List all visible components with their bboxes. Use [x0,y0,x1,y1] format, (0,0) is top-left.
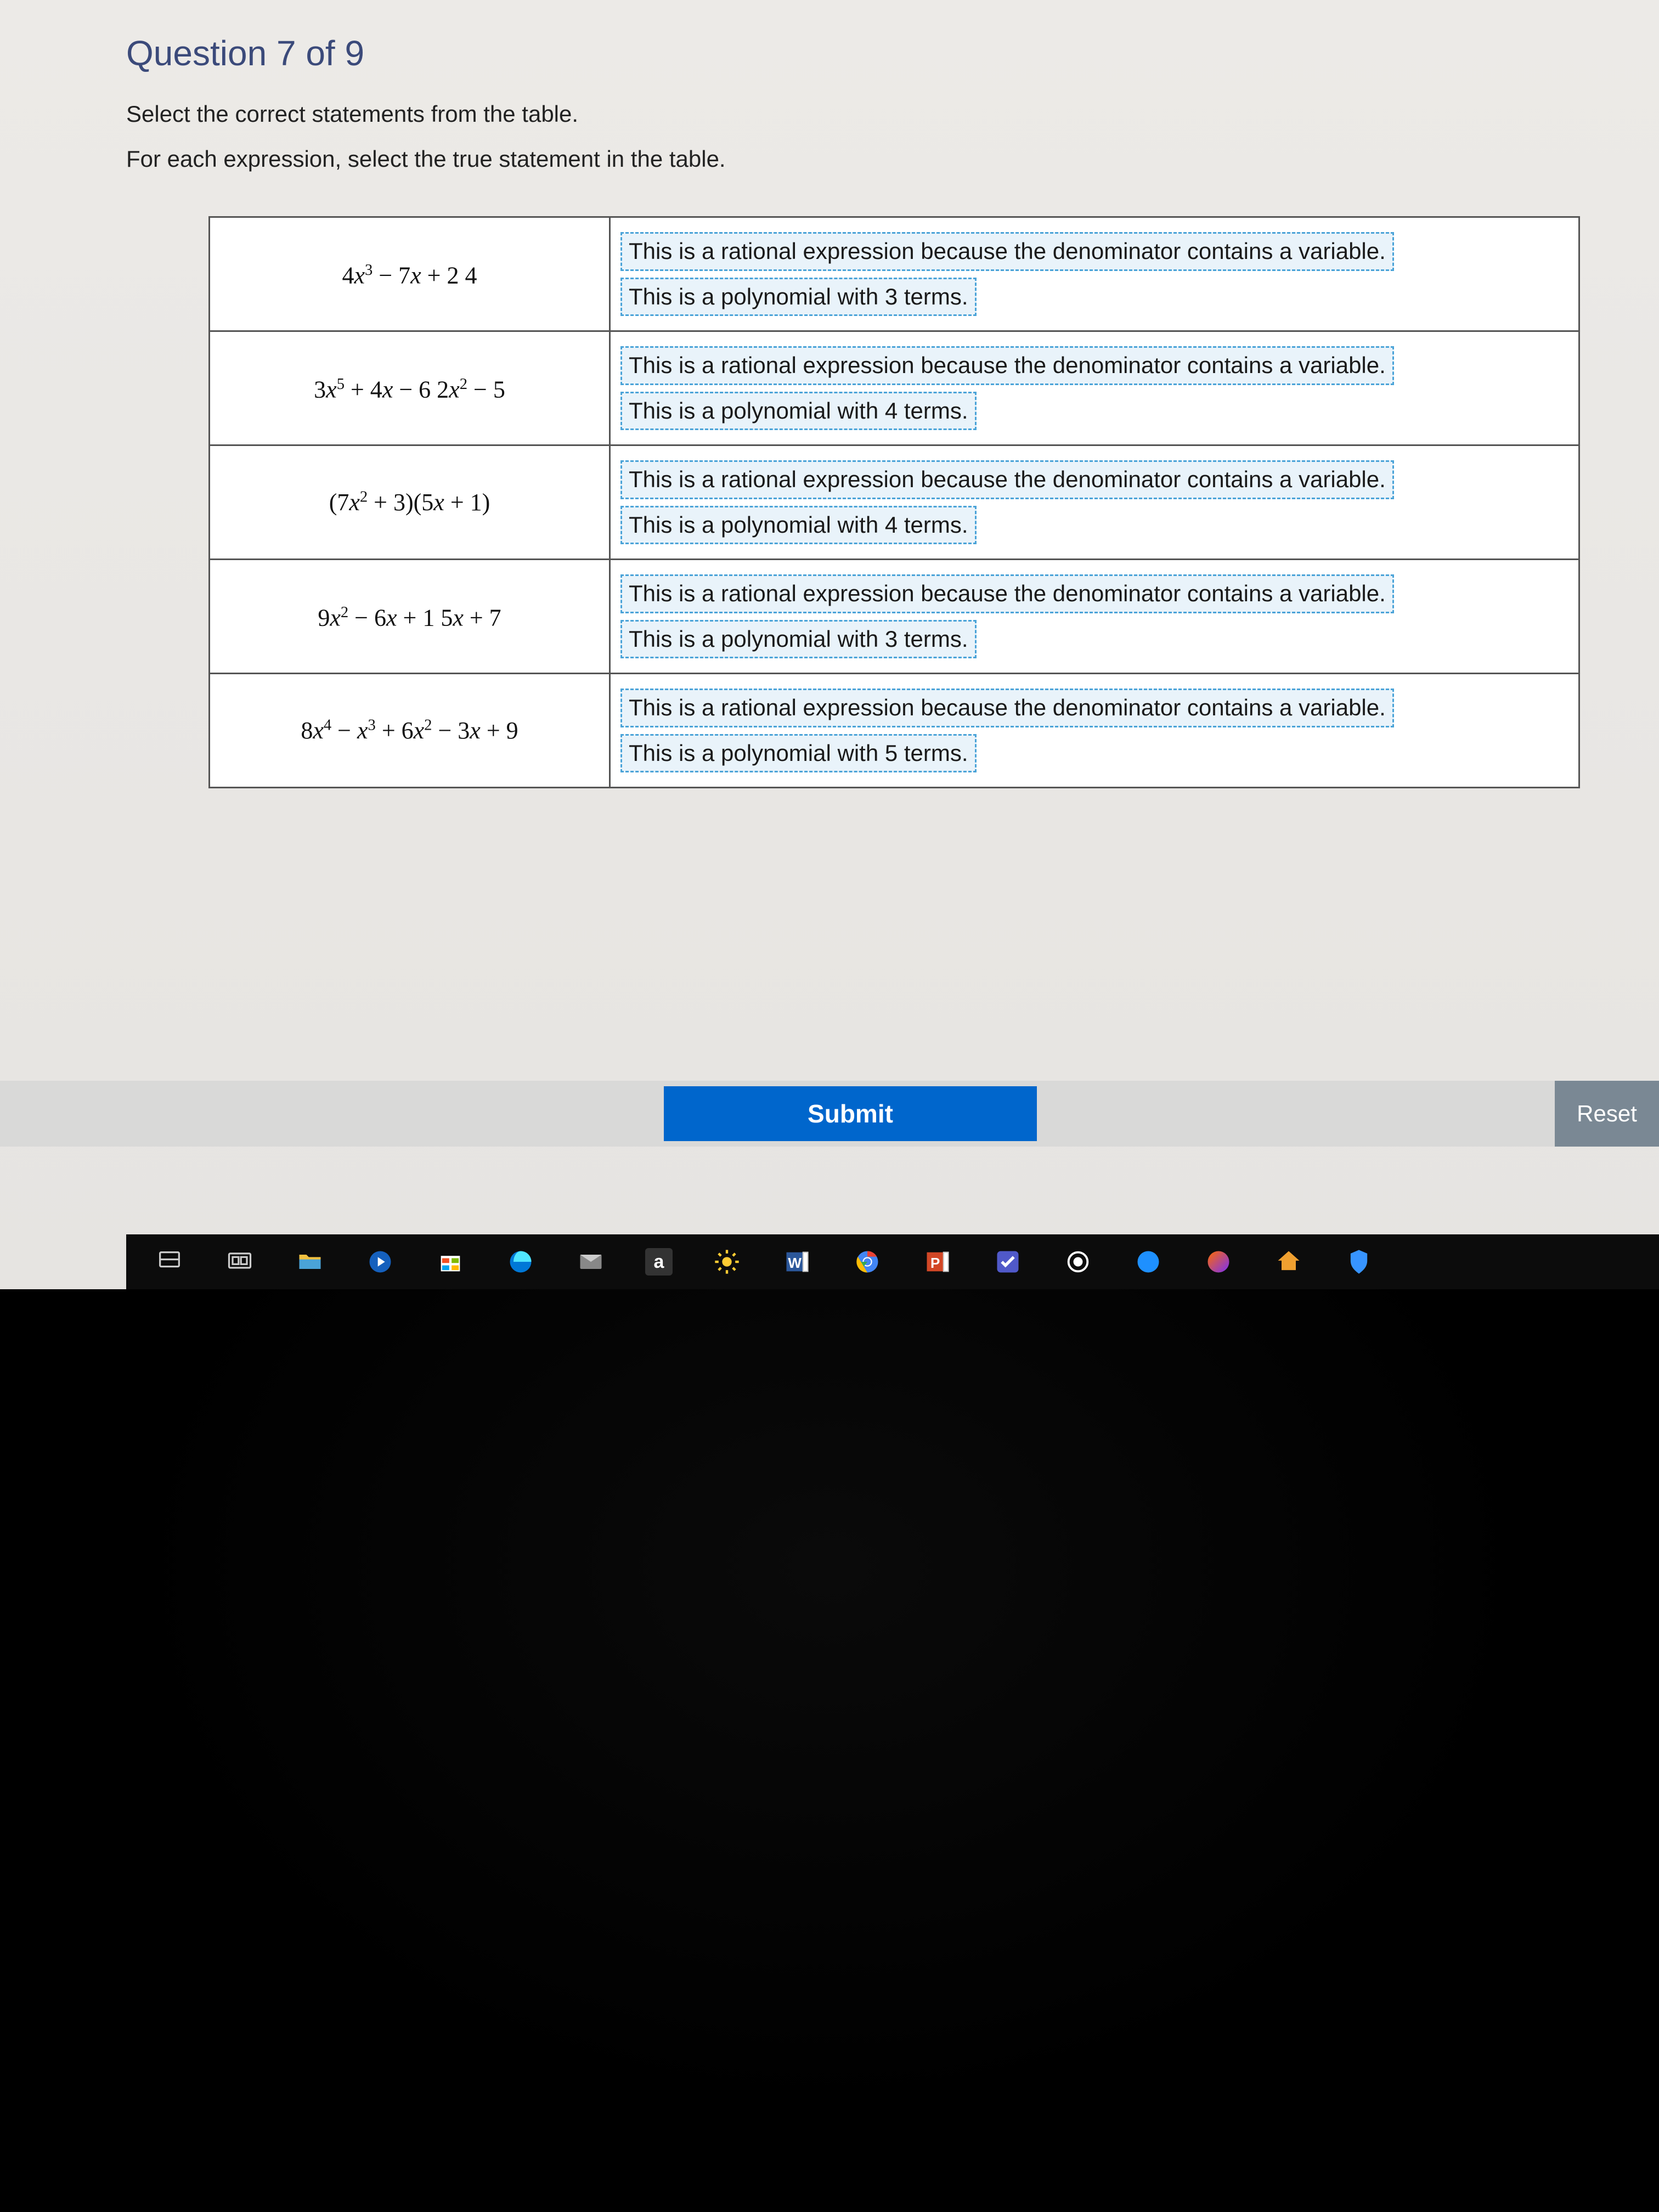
statement-cell: This is a rational expression because th… [610,331,1579,445]
table-row: (7x2 + 3)(5x + 1) This is a rational exp… [210,445,1579,560]
svg-text:W: W [788,1255,802,1271]
expression-cell: 3x5 + 4x − 6 2x2 − 5 [210,331,610,445]
instruction-1: Select the correct statements from the t… [126,101,1659,127]
amazon-icon[interactable]: a [645,1248,673,1276]
expression-text: 8x4 − x3 + 6x2 − 3x + 9 [301,717,518,744]
question-title: Question 7 of 9 [126,33,1659,74]
mail-icon[interactable] [575,1246,607,1278]
reset-button[interactable]: Reset [1555,1081,1659,1147]
media-player-icon[interactable] [364,1246,396,1278]
expression-text: (7x2 + 3)(5x + 1) [329,489,490,516]
task-view-icon[interactable] [224,1246,256,1278]
edge-icon[interactable] [505,1246,537,1278]
statement-option[interactable]: This is a rational expression because th… [620,346,1394,385]
app-gradient-icon[interactable] [1203,1246,1234,1278]
submit-button[interactable]: Submit [664,1086,1037,1141]
app-blue-icon[interactable] [1132,1246,1164,1278]
powerpoint-icon[interactable]: P [922,1246,953,1278]
security-icon[interactable] [1343,1246,1375,1278]
statement-option[interactable]: This is a rational expression because th… [620,689,1394,727]
statement-cell: This is a rational expression because th… [610,445,1579,560]
store-icon[interactable] [435,1246,466,1278]
chrome-icon[interactable] [851,1246,883,1278]
statement-cell: This is a rational expression because th… [610,560,1579,674]
home-icon[interactable] [1273,1246,1305,1278]
expression-cell: 4x3 − 7x + 2 4 [210,217,610,331]
expression-cell: (7x2 + 3)(5x + 1) [210,445,610,560]
statement-option[interactable]: This is a rational expression because th… [620,232,1394,271]
statement-option[interactable]: This is a polynomial with 3 terms. [620,278,977,317]
table-row: 8x4 − x3 + 6x2 − 3x + 9 This is a ration… [210,674,1579,788]
svg-text:P: P [930,1255,940,1271]
statement-option[interactable]: This is a polynomial with 3 terms. [620,620,977,659]
instruction-2: For each expression, select the true sta… [126,146,1659,172]
button-bar: Submit Reset [0,1081,1659,1147]
camera-icon[interactable] [1062,1246,1094,1278]
quiz-panel: Question 7 of 9 Select the correct state… [0,0,1659,1289]
word-icon[interactable]: W [781,1246,813,1278]
todo-icon[interactable] [992,1246,1024,1278]
expression-table: 4x3 − 7x + 2 4 This is a rational expres… [208,216,1580,788]
desktop-black-area [0,1289,1659,2212]
notifications-icon[interactable] [154,1246,185,1278]
brightness-icon[interactable] [711,1246,743,1278]
expression-cell: 8x4 − x3 + 6x2 − 3x + 9 [210,674,610,788]
table-row: 3x5 + 4x − 6 2x2 − 5 This is a rational … [210,331,1579,445]
table-row: 4x3 − 7x + 2 4 This is a rational expres… [210,217,1579,331]
statement-cell: This is a rational expression because th… [610,674,1579,788]
expression-cell: 9x2 − 6x + 1 5x + 7 [210,560,610,674]
table-row: 9x2 − 6x + 1 5x + 7 This is a rational e… [210,560,1579,674]
statement-cell: This is a rational expression because th… [610,217,1579,331]
statement-option[interactable]: This is a polynomial with 5 terms. [620,734,977,773]
statement-option[interactable]: This is a rational expression because th… [620,460,1394,499]
file-explorer-icon[interactable] [294,1246,326,1278]
statement-option[interactable]: This is a polynomial with 4 terms. [620,392,977,431]
statement-option[interactable]: This is a rational expression because th… [620,574,1394,613]
windows-taskbar: a W P [126,1234,1659,1289]
statement-option[interactable]: This is a polynomial with 4 terms. [620,506,977,545]
